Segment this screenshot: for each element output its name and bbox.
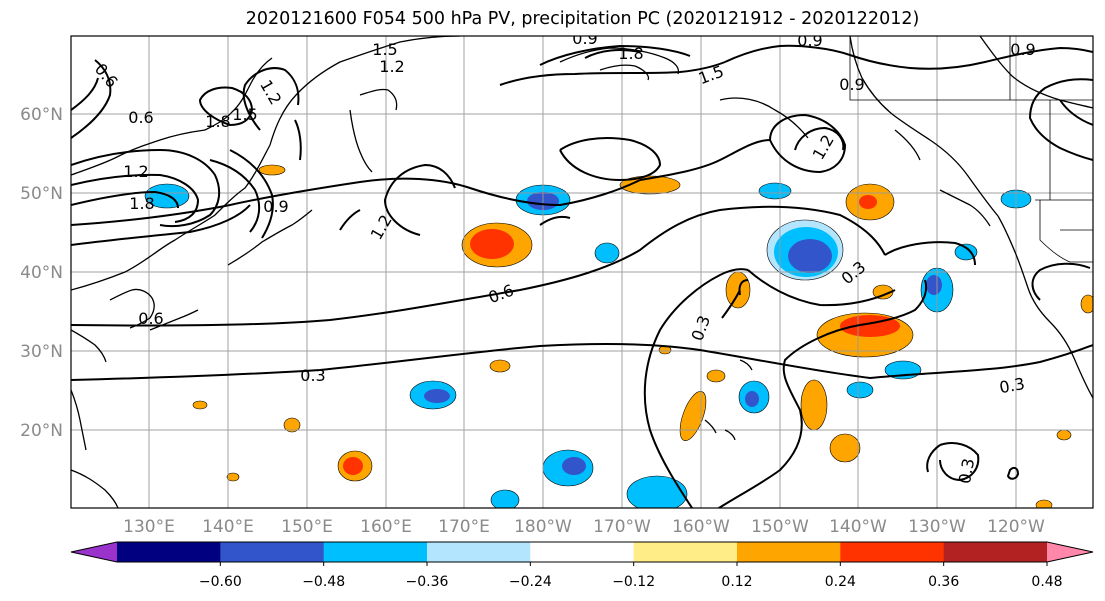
contour-label: 0.9 [572,29,597,48]
latitude-labels: 60°N 50°N 40°N 30°N 20°N [20,105,63,441]
lat-label: 50°N [20,184,63,204]
lon-label: 180°W [514,517,572,537]
colorbar-tick-label: 0.12 [721,574,752,590]
colorbar-segment [633,542,738,562]
colorbar-outline [70,541,1094,563]
lon-label: 130°E [123,517,175,537]
lat-label: 20°N [20,421,63,441]
contour-label: 1.5 [696,62,726,89]
graticule [71,36,1093,508]
contour-label: 0.6 [138,309,163,328]
lon-label: 150°E [281,517,333,537]
lon-label: 120°W [987,517,1045,537]
lon-label: 170°W [593,517,651,537]
contour-label: 0.3 [838,257,870,288]
contour-label: 0.9 [839,75,864,94]
contour-label: 0.9 [1010,40,1035,59]
contour-label: 1.8 [129,194,154,213]
lon-label: 150°W [751,517,809,537]
colorbar-segment [220,542,325,562]
map-title: 2020121600 F054 500 hPa PV, precipitatio… [245,9,920,29]
colorbar-segment [117,542,221,562]
colorbar-tick-label: 0.24 [825,574,856,590]
colorbar-tick-label: −0.60 [199,574,242,590]
pv-contours [71,44,1093,508]
contour-label: 1.2 [809,131,838,163]
contour-label: 0.3 [998,374,1026,397]
colorbar: −0.60 −0.48 −0.36 −0.24 −0.12 0.12 0.24 0.36 0.4… [70,541,1094,590]
colorbar-tick-label: 0.48 [1031,574,1062,590]
colorbar-tick-label: −0.12 [612,574,655,590]
lon-label: 160°W [672,517,730,537]
contour-label: 0.3 [688,313,715,343]
colorbar-tick-label: −0.24 [509,574,552,590]
contour-label: 1.2 [123,162,148,181]
colorbar-tick-label: 0.36 [928,574,959,590]
contour-label: 0.3 [955,457,978,485]
contour-label: 0.6 [128,108,153,127]
lon-label: 160°E [360,517,412,537]
lat-label: 30°N [20,342,63,362]
colorbar-segment [323,542,428,562]
contour-label: 1.8 [205,112,230,131]
colorbar-segment [530,542,635,562]
contour-label: 1.2 [256,76,285,108]
colorbar-segment [737,542,841,562]
colorbar-segment [840,542,945,562]
colorbar-tick-label: −0.36 [406,574,449,590]
colorbar-segment [427,542,531,562]
plot-frame [70,35,1094,509]
contour-label: 0.9 [263,197,288,216]
lon-label: 140°E [202,517,254,537]
lon-label: 130°W [908,517,966,537]
contour-label: 1.5 [372,40,397,59]
lon-label: 170°E [438,517,490,537]
political-borders [849,36,1093,263]
contour-label: 1.8 [618,44,643,63]
colorbar-segment [943,542,1048,562]
lon-label: 140°W [829,517,887,537]
colorbar-tick-label: −0.48 [302,574,345,590]
lat-label: 60°N [20,105,63,125]
contour-labels: 0.6 0.6 0.9 0.9 0.9 0.9 1.2 1.2 1.2 1.2 … [91,29,1036,485]
contour-label: 0.6 [486,281,516,308]
longitude-labels: 130°E 140°E 150°E 160°E 170°E 180°W 170°… [123,517,1045,537]
contour-label: 1.5 [232,105,257,124]
colorbar-extend-max [1047,542,1093,562]
precip-shading [144,164,1093,508]
contour-label: 0.9 [797,31,822,50]
contour-label: 0.3 [300,366,325,385]
lat-label: 40°N [20,263,63,283]
colorbar-extend-min [71,542,117,562]
contour-label: 1.2 [379,57,404,76]
coastlines [71,36,1093,508]
